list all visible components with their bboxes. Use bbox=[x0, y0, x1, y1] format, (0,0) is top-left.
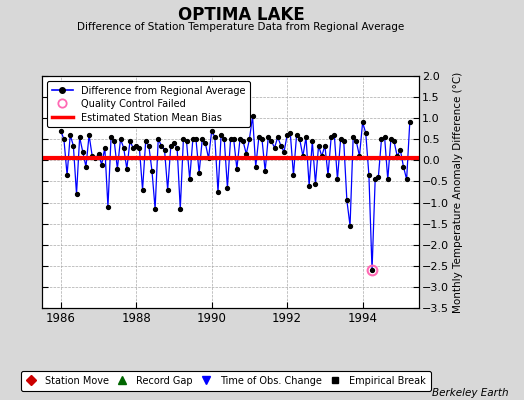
Y-axis label: Monthly Temperature Anomaly Difference (°C): Monthly Temperature Anomaly Difference (… bbox=[453, 71, 463, 313]
Legend: Station Move, Record Gap, Time of Obs. Change, Empirical Break: Station Move, Record Gap, Time of Obs. C… bbox=[20, 372, 431, 391]
Text: Berkeley Earth: Berkeley Earth bbox=[432, 388, 508, 398]
Text: Difference of Station Temperature Data from Regional Average: Difference of Station Temperature Data f… bbox=[78, 22, 405, 32]
Text: OPTIMA LAKE: OPTIMA LAKE bbox=[178, 6, 304, 24]
Legend: Difference from Regional Average, Quality Control Failed, Estimated Station Mean: Difference from Regional Average, Qualit… bbox=[47, 81, 250, 127]
